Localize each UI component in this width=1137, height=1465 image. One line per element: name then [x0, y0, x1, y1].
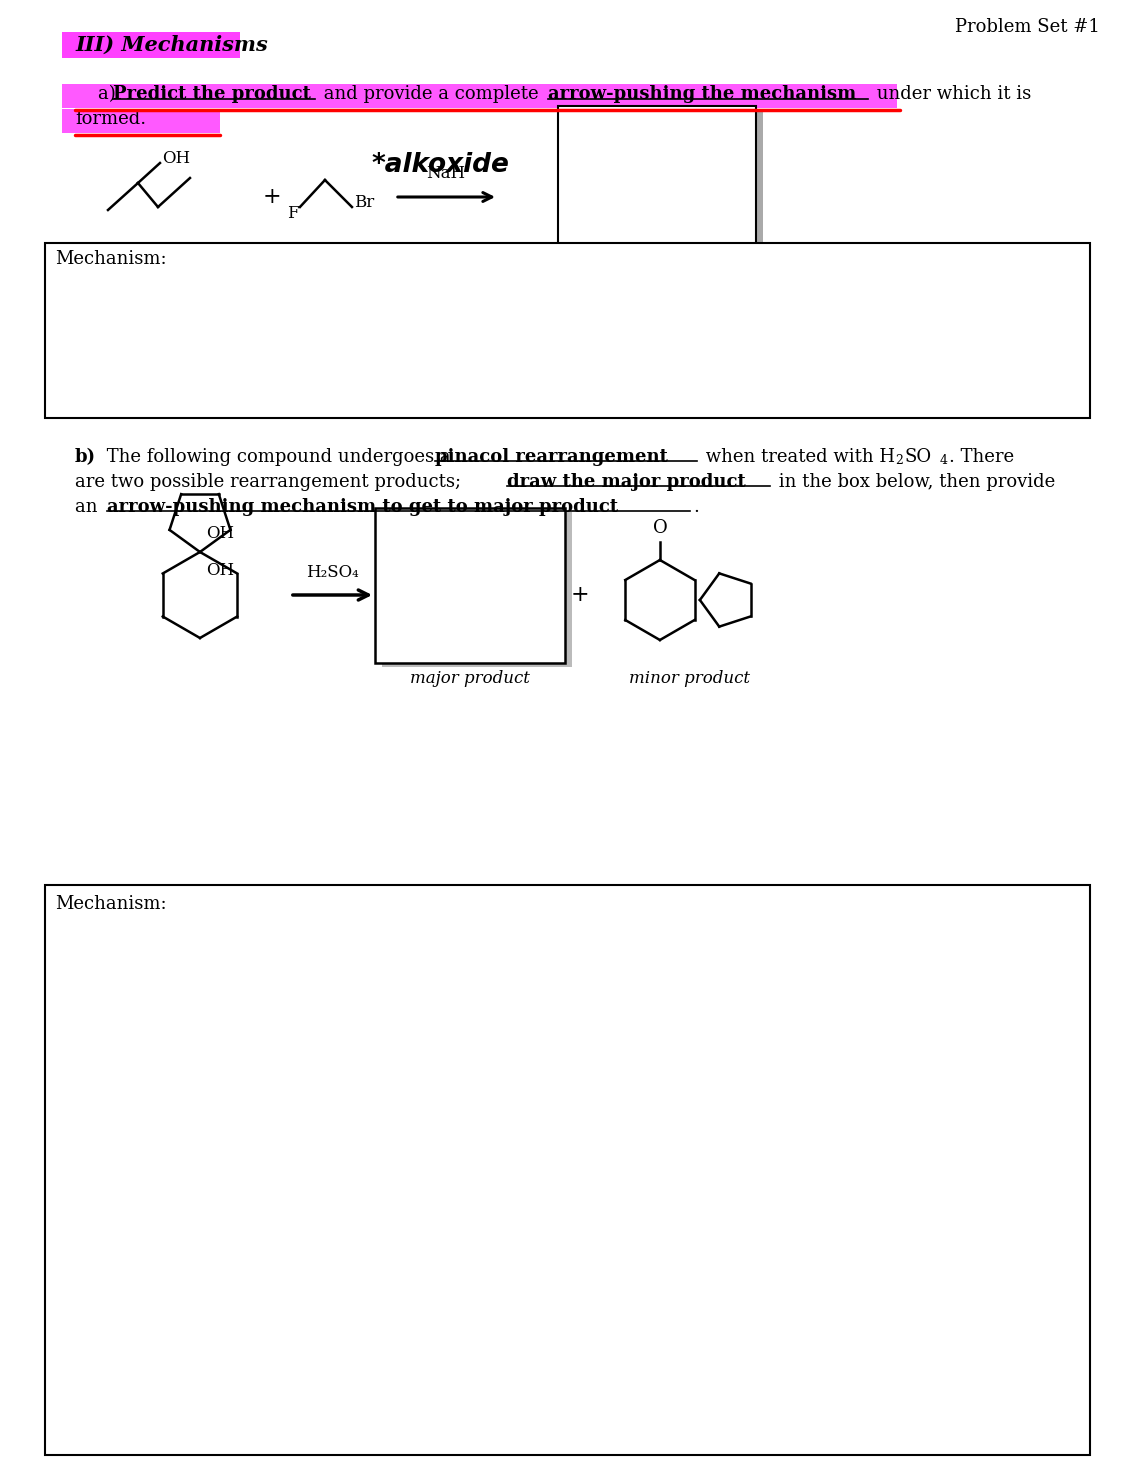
Bar [45, 885, 1090, 1455]
Text: a): a) [75, 85, 122, 103]
Text: 4: 4 [940, 454, 948, 467]
Text: draw the major product: draw the major product [507, 473, 746, 491]
Text: OH: OH [206, 524, 234, 542]
Text: *alkoxide: *alkoxide [372, 152, 509, 179]
Bar [63, 108, 219, 133]
Bar [558, 105, 756, 245]
Text: 2: 2 [895, 454, 903, 467]
Text: . There: . There [949, 448, 1014, 466]
Text: F: F [288, 205, 299, 221]
Text: OH: OH [206, 563, 234, 579]
Text: Predict the product: Predict the product [113, 85, 310, 103]
Text: when treated with H: when treated with H [700, 448, 895, 466]
Text: III) Mechanisms: III) Mechanisms [75, 35, 267, 56]
Text: +: + [571, 585, 589, 607]
Text: arrow-pushing mechanism to get to major product: arrow-pushing mechanism to get to major … [107, 498, 619, 516]
Bar [565, 110, 763, 248]
Text: SO: SO [905, 448, 932, 466]
Bar [382, 511, 572, 667]
Text: Br: Br [354, 193, 374, 211]
Text: NaH: NaH [426, 166, 465, 182]
Bar [375, 508, 565, 664]
Text: pinacol rearrangement: pinacol rearrangement [435, 448, 667, 466]
Text: Problem Set #1: Problem Set #1 [955, 18, 1099, 37]
Text: arrow-pushing the mechanism: arrow-pushing the mechanism [548, 85, 856, 103]
Text: formed.: formed. [75, 110, 147, 127]
Text: minor product: minor product [630, 670, 750, 687]
Text: and provide a complete: and provide a complete [318, 85, 545, 103]
Text: b): b) [75, 448, 97, 466]
Text: an: an [75, 498, 103, 516]
Text: H₂SO₄: H₂SO₄ [306, 564, 359, 582]
Text: major product: major product [410, 670, 530, 687]
Bar [45, 243, 1090, 418]
Text: are two possible rearrangement products;: are two possible rearrangement products; [75, 473, 467, 491]
Text: under which it is: under which it is [871, 85, 1031, 103]
Text: +: + [263, 186, 281, 208]
Text: .: . [692, 498, 699, 516]
Text: Mechanism:: Mechanism: [55, 251, 167, 268]
Text: O: O [653, 519, 667, 538]
Bar [63, 32, 240, 59]
Text: The following compound undergoes a: The following compound undergoes a [101, 448, 456, 466]
Text: Mechanism:: Mechanism: [55, 895, 167, 913]
Text: OH: OH [161, 149, 190, 167]
Bar [63, 84, 897, 108]
Text: in the box below, then provide: in the box below, then provide [773, 473, 1055, 491]
